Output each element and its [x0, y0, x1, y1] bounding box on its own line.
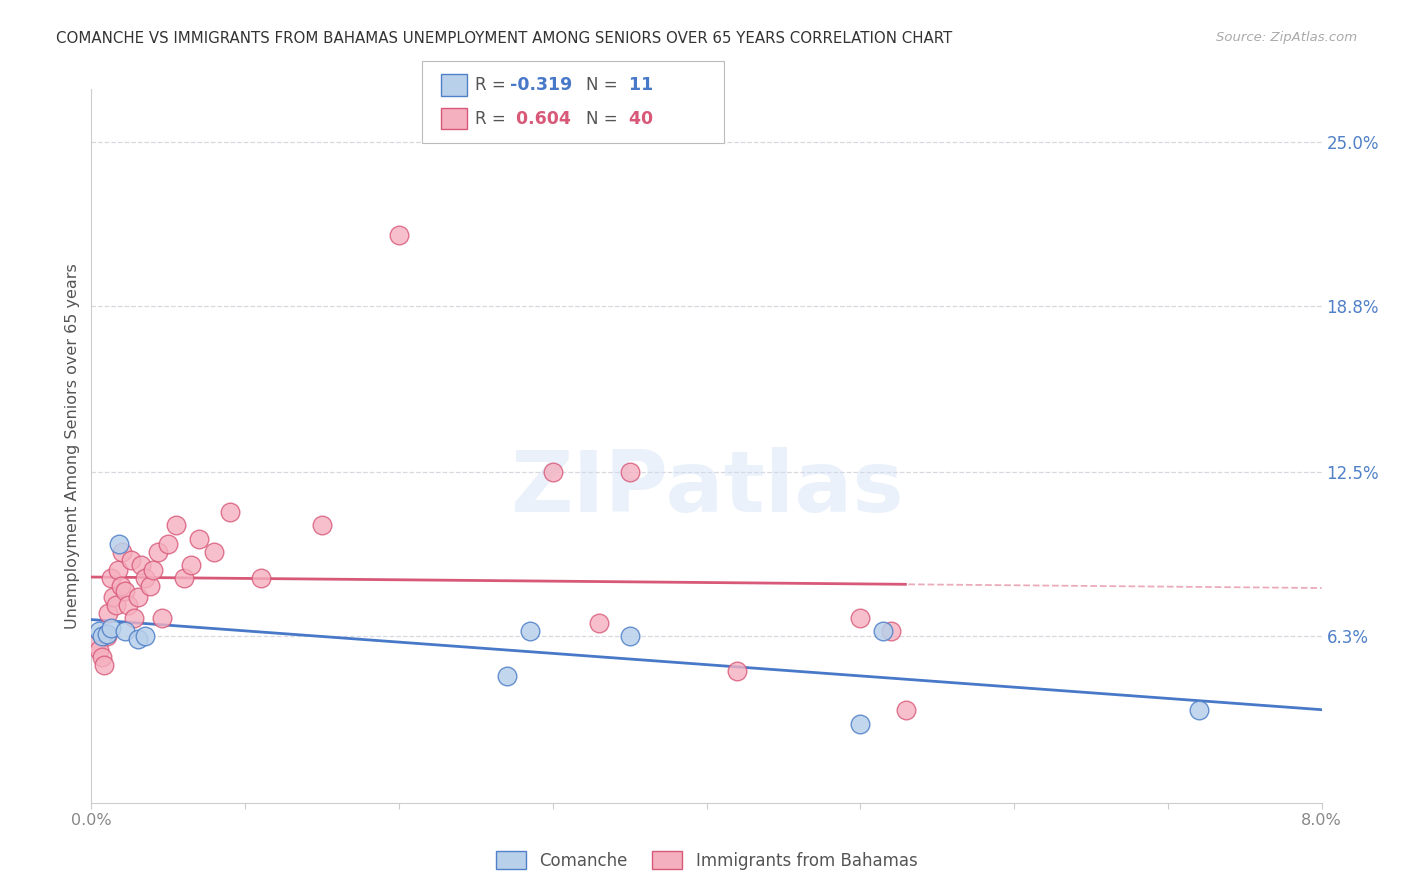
Point: [388, 227, 411, 242]
Text: R =: R =: [475, 110, 512, 128]
Text: N =: N =: [586, 76, 623, 94]
Point: [849, 611, 872, 625]
Point: [218, 505, 240, 519]
Point: [127, 632, 149, 646]
Point: [84, 637, 107, 651]
Point: [249, 571, 271, 585]
Point: [146, 545, 169, 559]
Point: [107, 563, 129, 577]
Point: [139, 579, 162, 593]
Point: [120, 552, 142, 566]
Point: [87, 624, 110, 638]
Point: [150, 611, 173, 625]
Point: [97, 606, 120, 620]
Point: [91, 629, 114, 643]
Text: COMANCHE VS IMMIGRANTS FROM BAHAMAS UNEMPLOYMENT AMONG SENIORS OVER 65 YEARS COR: COMANCHE VS IMMIGRANTS FROM BAHAMAS UNEM…: [56, 31, 952, 46]
Point: [111, 545, 134, 559]
Point: [100, 571, 122, 585]
Text: 0.604: 0.604: [510, 110, 571, 128]
Point: [619, 466, 641, 480]
Point: [96, 629, 118, 643]
Legend: Comanche, Immigrants from Bahamas: Comanche, Immigrants from Bahamas: [489, 845, 924, 877]
Text: 40: 40: [623, 110, 652, 128]
Point: [100, 621, 122, 635]
Point: [202, 545, 225, 559]
Point: [124, 611, 146, 625]
Point: [619, 629, 641, 643]
Point: [134, 571, 156, 585]
Point: [588, 616, 610, 631]
Point: [872, 624, 894, 638]
Point: [311, 518, 333, 533]
Point: [114, 624, 136, 638]
Point: [188, 532, 211, 546]
Point: [142, 563, 165, 577]
Point: [725, 664, 748, 678]
Text: 11: 11: [623, 76, 654, 94]
Point: [173, 571, 195, 585]
Point: [880, 624, 903, 638]
Text: N =: N =: [586, 110, 623, 128]
Point: [108, 537, 131, 551]
Point: [129, 558, 152, 572]
Text: R =: R =: [475, 76, 512, 94]
Point: [519, 624, 541, 638]
Point: [110, 579, 132, 593]
Y-axis label: Unemployment Among Seniors over 65 years: Unemployment Among Seniors over 65 years: [65, 263, 80, 629]
Point: [91, 650, 114, 665]
Text: Source: ZipAtlas.com: Source: ZipAtlas.com: [1216, 31, 1357, 45]
Point: [117, 598, 139, 612]
Point: [849, 716, 872, 731]
Point: [495, 669, 517, 683]
Text: -0.319: -0.319: [510, 76, 572, 94]
Point: [1187, 703, 1209, 717]
Point: [165, 518, 187, 533]
Point: [96, 626, 118, 640]
Point: [180, 558, 202, 572]
Point: [127, 590, 149, 604]
Point: [101, 590, 124, 604]
Point: [105, 598, 127, 612]
Point: [541, 466, 564, 480]
Point: [896, 703, 918, 717]
Point: [87, 642, 110, 657]
Point: [114, 584, 136, 599]
Text: ZIPatlas: ZIPatlas: [509, 447, 904, 531]
Point: [93, 658, 115, 673]
Point: [134, 629, 156, 643]
Point: [157, 537, 180, 551]
